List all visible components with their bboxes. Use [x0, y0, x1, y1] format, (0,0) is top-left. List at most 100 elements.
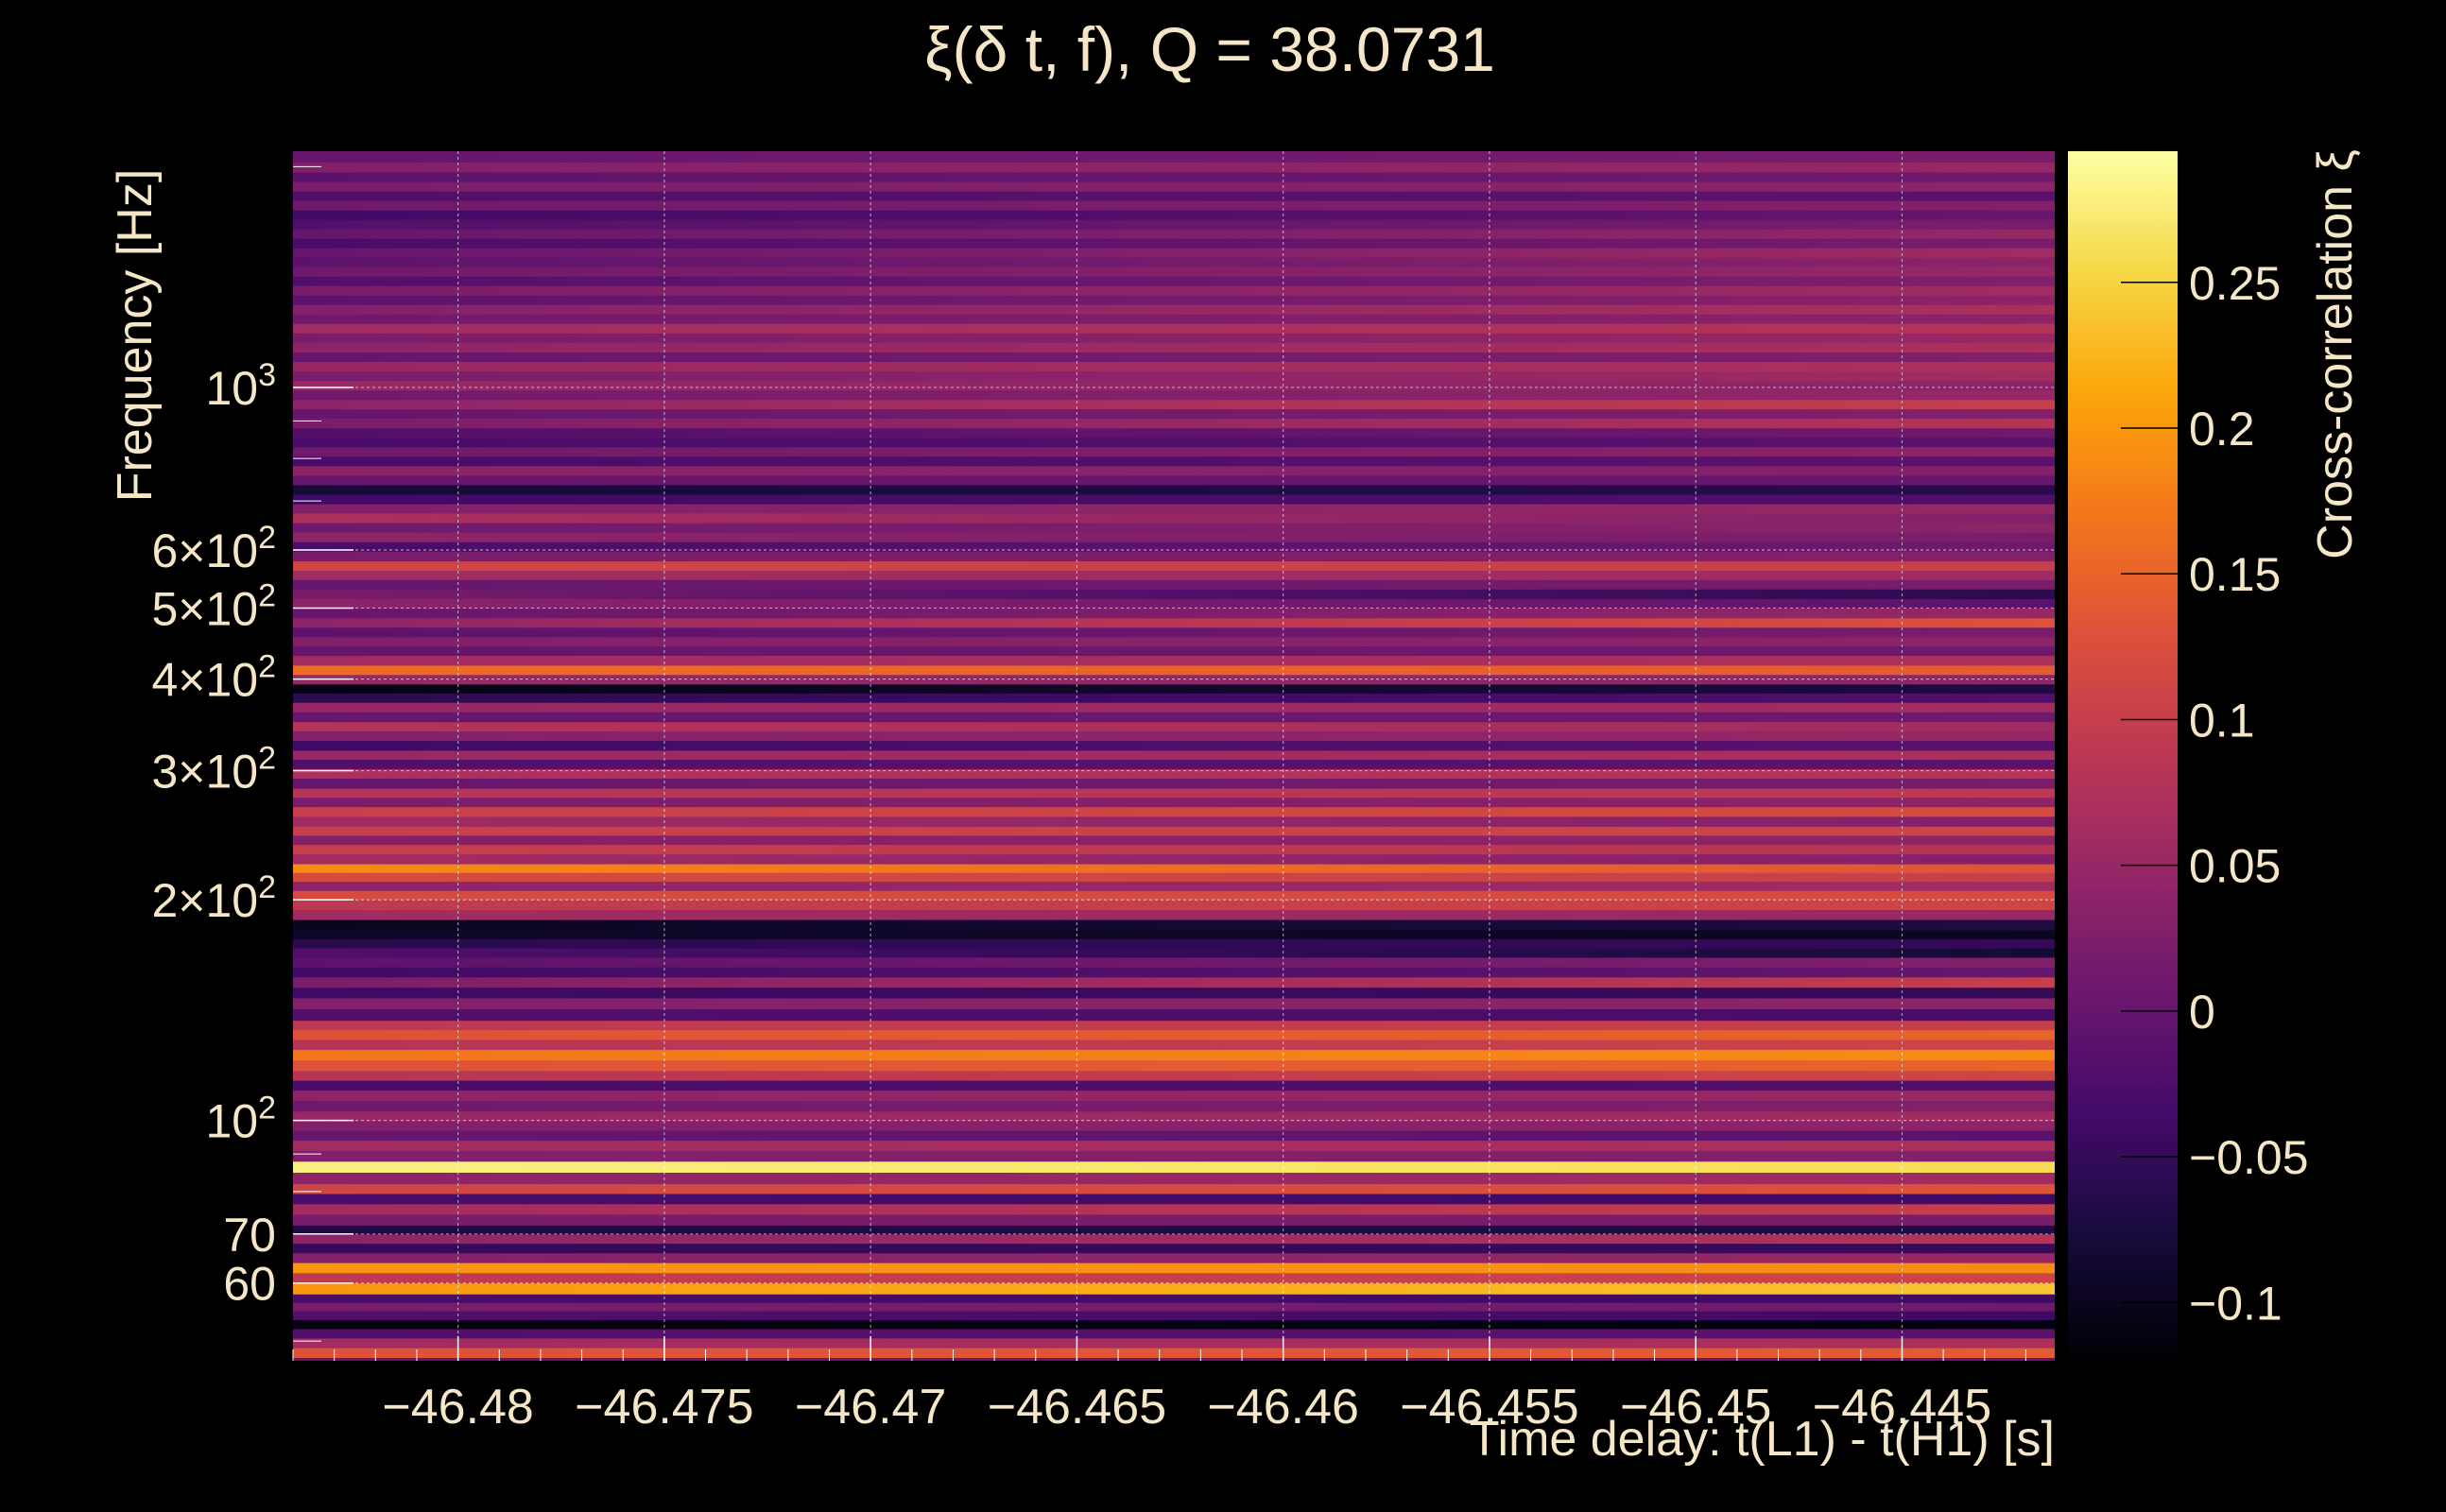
heatmap-band: [293, 844, 2055, 855]
heatmap-band: [293, 352, 2055, 363]
heatmap-band: [293, 399, 2055, 410]
heatmap-band: [293, 1213, 2055, 1226]
heatmap-band: [293, 881, 2055, 891]
heatmap-band: [293, 1328, 2055, 1339]
heatmap-band: [293, 797, 2055, 808]
heatmap-band: [293, 712, 2055, 723]
x-tick-label: −46.465: [988, 1380, 1166, 1435]
heatmap-band: [293, 947, 2055, 958]
heatmap-band: [293, 570, 2055, 580]
heatmap-band: [293, 1203, 2055, 1215]
heatmap-band: [293, 1008, 2055, 1022]
colorbar-tick-label: −0.1: [2189, 1277, 2282, 1330]
heatmap-band: [293, 1243, 2055, 1254]
heatmap-band: [293, 1233, 2055, 1245]
heatmap-band: [293, 900, 2055, 910]
colorbar-ticks: 0.25 0.2 0.15 0.1 0.05 0 −0.05 −0.1: [2121, 257, 2309, 1330]
heatmap-band: [293, 238, 2055, 249]
y-tick-label: 103: [205, 357, 276, 415]
heatmap-band: [293, 1059, 2055, 1072]
heatmap-band: [293, 1282, 2055, 1295]
heatmap-band: [293, 560, 2055, 572]
heatmap-band: [293, 531, 2055, 542]
heatmap-band: [293, 1110, 2055, 1122]
heatmap-band: [293, 967, 2055, 978]
y-tick-label: 60: [223, 1258, 276, 1311]
heatmap-band: [293, 627, 2055, 638]
heatmap-band: [293, 1129, 2055, 1142]
heatmap-band: [293, 389, 2055, 401]
heatmap-band: [293, 218, 2055, 230]
heatmap-band: [293, 199, 2055, 211]
heatmap-band: [293, 645, 2055, 657]
heatmap-band: [293, 1150, 2055, 1162]
y-tick-label: 4×102: [151, 649, 276, 707]
heatmap-band: [293, 1079, 2055, 1091]
heatmap-band: [293, 1337, 2055, 1349]
heatmap-band: [293, 314, 2055, 324]
heatmap-band: [293, 721, 2055, 731]
heatmap-band: [293, 295, 2055, 305]
colorbar-tick-label: 0: [2189, 986, 2215, 1039]
heatmap-band: [293, 361, 2055, 372]
heatmap-band: [293, 1020, 2055, 1031]
heatmap-band: [293, 427, 2055, 438]
heatmap-band: [293, 229, 2055, 239]
heatmap-band: [293, 919, 2055, 931]
heatmap-band: [293, 1252, 2055, 1263]
heatmap-band: [293, 285, 2055, 296]
heatmap-band: [293, 304, 2055, 315]
heatmap-band: [293, 863, 2055, 873]
x-tick-label: −46.445: [1813, 1380, 1991, 1435]
heatmap-band: [293, 333, 2055, 343]
heatmap-band: [293, 816, 2055, 827]
x-tick-label: −46.455: [1400, 1380, 1578, 1435]
heatmap-band: [293, 834, 2055, 846]
heatmap-band: [293, 730, 2055, 742]
heatmap-band: [293, 151, 2055, 163]
heatmap-band: [293, 826, 2055, 836]
heatmap-band: [293, 1070, 2055, 1081]
heatmap-band: [293, 437, 2055, 448]
heatmap-band: [293, 890, 2055, 901]
colorbar-tick-label: 0.25: [2189, 257, 2281, 310]
colorbar-tick-label: 0.2: [2189, 403, 2255, 455]
heatmap-band: [293, 702, 2055, 713]
colorbar-label: Cross-correlation ξ: [2308, 149, 2363, 559]
grid-lines: [293, 151, 2055, 1361]
heatmap-band: [293, 162, 2055, 173]
chart-title: ξ(δ t, f), Q = 38.0731: [924, 14, 1495, 84]
x-axis-ticks: −46.48 −46.475 −46.47 −46.465 −46.46 −46.455−…: [292, 1336, 2026, 1435]
heatmap-band: [293, 1140, 2055, 1152]
y-tick-label: 2×102: [151, 869, 276, 927]
heatmap-band: [293, 1272, 2055, 1284]
colorbar-gradient: [2068, 151, 2178, 1361]
heatmap-band: [293, 872, 2055, 883]
y-tick-label: 5×102: [151, 577, 276, 635]
heatmap-band: [293, 579, 2055, 590]
y-tick-label: 70: [223, 1209, 276, 1262]
heatmap-band: [293, 512, 2055, 524]
heatmap-band: [293, 1172, 2055, 1185]
heatmap-band: [293, 504, 2055, 514]
heatmap-band: [293, 1319, 2055, 1330]
y-axis-label: Frequency [Hz]: [108, 169, 163, 503]
x-tick-label: −46.45: [1620, 1380, 1772, 1435]
heatmap-band: [293, 664, 2055, 676]
heatmap-band: [293, 956, 2055, 968]
heatmap-band: [293, 598, 2055, 610]
heatmap-plot-area: [293, 151, 2055, 1361]
x-axis-label: Time delay: t(L1) - t(H1) [s]: [1470, 1412, 2055, 1467]
heatmap-band: [293, 1160, 2055, 1173]
heatmap-band: [293, 608, 2055, 619]
heatmap-band: [293, 248, 2055, 258]
heatmap-band: [293, 768, 2055, 780]
heatmap-band: [293, 190, 2055, 201]
y-tick-label: 6×102: [151, 520, 276, 577]
heatmap-band: [293, 266, 2055, 277]
heatmap-band: [293, 210, 2055, 220]
heatmap-band: [293, 1301, 2055, 1312]
heatmap-band: [293, 465, 2055, 476]
heatmap-band: [293, 759, 2055, 769]
